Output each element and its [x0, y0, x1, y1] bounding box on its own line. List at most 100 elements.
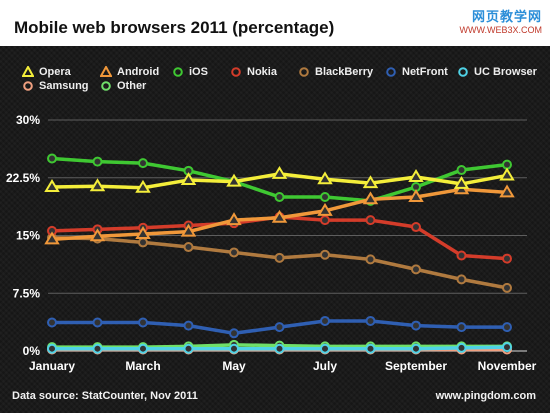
data-point — [362, 175, 379, 189]
circle-marker-icon — [173, 67, 183, 77]
data-point — [274, 322, 285, 333]
data-point — [502, 159, 512, 170]
data-point — [180, 172, 197, 186]
data-point — [89, 178, 106, 192]
circle-marker-icon — [386, 67, 396, 77]
data-source-note: Data source: StatCounter, Nov 2011 — [12, 390, 198, 402]
title-bar: Mobile web browsers 2011 (percentage) 网页… — [0, 0, 550, 46]
watermark-url: WWW.WEB3X.COM — [459, 25, 543, 35]
data-point — [411, 264, 421, 275]
data-point — [274, 192, 285, 202]
data-point — [365, 315, 376, 326]
data-point — [180, 223, 197, 237]
data-point — [183, 242, 194, 253]
circle-marker-icon — [458, 67, 468, 77]
data-point — [271, 209, 288, 223]
data-point — [320, 192, 330, 202]
legend-label: NetFront — [402, 66, 448, 78]
data-point — [365, 215, 376, 226]
x-tick-label: May — [222, 359, 246, 373]
data-point — [411, 222, 421, 233]
legend-item-nokia: Nokia — [230, 66, 277, 78]
data-point — [89, 228, 106, 242]
data-point — [499, 184, 515, 198]
data-point — [274, 343, 285, 354]
data-point — [229, 247, 239, 258]
x-tick-label: March — [125, 359, 160, 373]
y-tick-label: 15% — [16, 229, 40, 243]
data-point — [138, 317, 148, 328]
data-point — [138, 158, 148, 169]
series-opera — [44, 165, 515, 193]
data-point — [47, 153, 57, 164]
circle-marker-icon — [23, 81, 33, 91]
data-point — [456, 165, 467, 176]
data-point — [44, 231, 60, 245]
data-point — [408, 169, 424, 182]
data-point — [274, 252, 285, 263]
series-netfront — [47, 315, 512, 339]
series-ios — [47, 153, 512, 206]
data-point — [92, 343, 103, 354]
data-point — [138, 237, 148, 248]
legend-item-samsung: Samsung — [22, 80, 89, 92]
y-tick-label: 0% — [23, 344, 41, 358]
data-point — [502, 342, 512, 353]
watermark-logo: 网页教学网 WWW.WEB3X.COM — [460, 6, 543, 35]
circle-marker-icon — [101, 81, 111, 91]
legend-label: Other — [117, 80, 147, 92]
data-point — [362, 191, 379, 205]
data-point — [47, 317, 57, 328]
series-uc-browser — [47, 342, 512, 354]
data-point — [502, 253, 512, 264]
data-point — [499, 167, 515, 181]
data-point — [320, 343, 330, 354]
data-point — [92, 317, 103, 328]
data-point — [365, 343, 376, 354]
data-point — [456, 274, 467, 285]
data-point — [47, 343, 57, 354]
data-point — [408, 189, 424, 202]
data-point — [502, 322, 512, 333]
legend-label: UC Browser — [474, 66, 537, 78]
data-point — [365, 254, 376, 265]
data-point — [229, 343, 239, 354]
triangle-marker-icon — [99, 64, 113, 77]
x-tick-label: July — [313, 359, 337, 373]
legend-label: iOS — [189, 66, 208, 78]
series-line — [50, 215, 509, 261]
legend-item-netfront: NetFront — [385, 66, 448, 78]
data-point — [411, 343, 421, 354]
data-point — [320, 249, 330, 260]
legend-item-ios: iOS — [172, 66, 208, 78]
legend-label: Opera — [39, 66, 71, 78]
data-point — [44, 179, 60, 192]
data-point — [502, 282, 512, 293]
x-tick-label: September — [385, 359, 447, 373]
data-point — [453, 175, 470, 189]
circle-marker-icon — [299, 67, 309, 77]
data-point — [135, 179, 151, 193]
data-point — [317, 202, 333, 216]
y-tick-label: 7.5% — [13, 286, 41, 300]
data-point — [320, 315, 330, 326]
data-point — [317, 171, 333, 185]
data-point — [456, 250, 467, 261]
data-point — [226, 173, 242, 187]
legend-item-other: Other — [100, 80, 146, 92]
credit-link[interactable]: www.pingdom.com — [435, 390, 536, 402]
data-point — [271, 165, 288, 179]
legend-label: Samsung — [39, 80, 89, 92]
chart-title: Mobile web browsers 2011 (percentage) — [14, 18, 335, 37]
legend-item-blackberry: BlackBerry — [298, 66, 373, 78]
legend-label: Nokia — [247, 66, 277, 78]
y-tick-label: 22.5% — [6, 171, 40, 185]
data-point — [456, 322, 467, 333]
data-point — [456, 342, 467, 353]
series-line — [50, 236, 509, 290]
data-point — [320, 215, 330, 226]
data-point — [229, 328, 239, 339]
y-tick-label: 30% — [16, 113, 40, 127]
circle-marker-icon — [231, 67, 241, 77]
